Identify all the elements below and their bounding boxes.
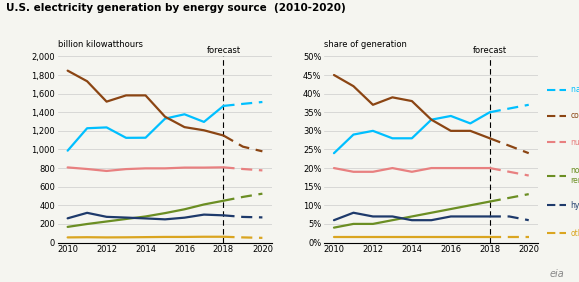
Text: nonhydro
renewables: nonhydro renewables	[571, 166, 579, 185]
Text: forecast: forecast	[472, 45, 507, 54]
Text: nuclear: nuclear	[571, 138, 579, 147]
Text: billion kilowatthours: billion kilowatthours	[58, 40, 143, 49]
Text: share of generation: share of generation	[324, 40, 407, 49]
Text: other: other	[571, 229, 579, 238]
Text: natural gas: natural gas	[571, 85, 579, 94]
Text: eia: eia	[550, 269, 565, 279]
Text: forecast: forecast	[206, 45, 240, 54]
Text: coal: coal	[571, 111, 579, 120]
Text: hydropower: hydropower	[571, 201, 579, 210]
Text: U.S. electricity generation by energy source  (2010-2020): U.S. electricity generation by energy so…	[6, 3, 346, 13]
